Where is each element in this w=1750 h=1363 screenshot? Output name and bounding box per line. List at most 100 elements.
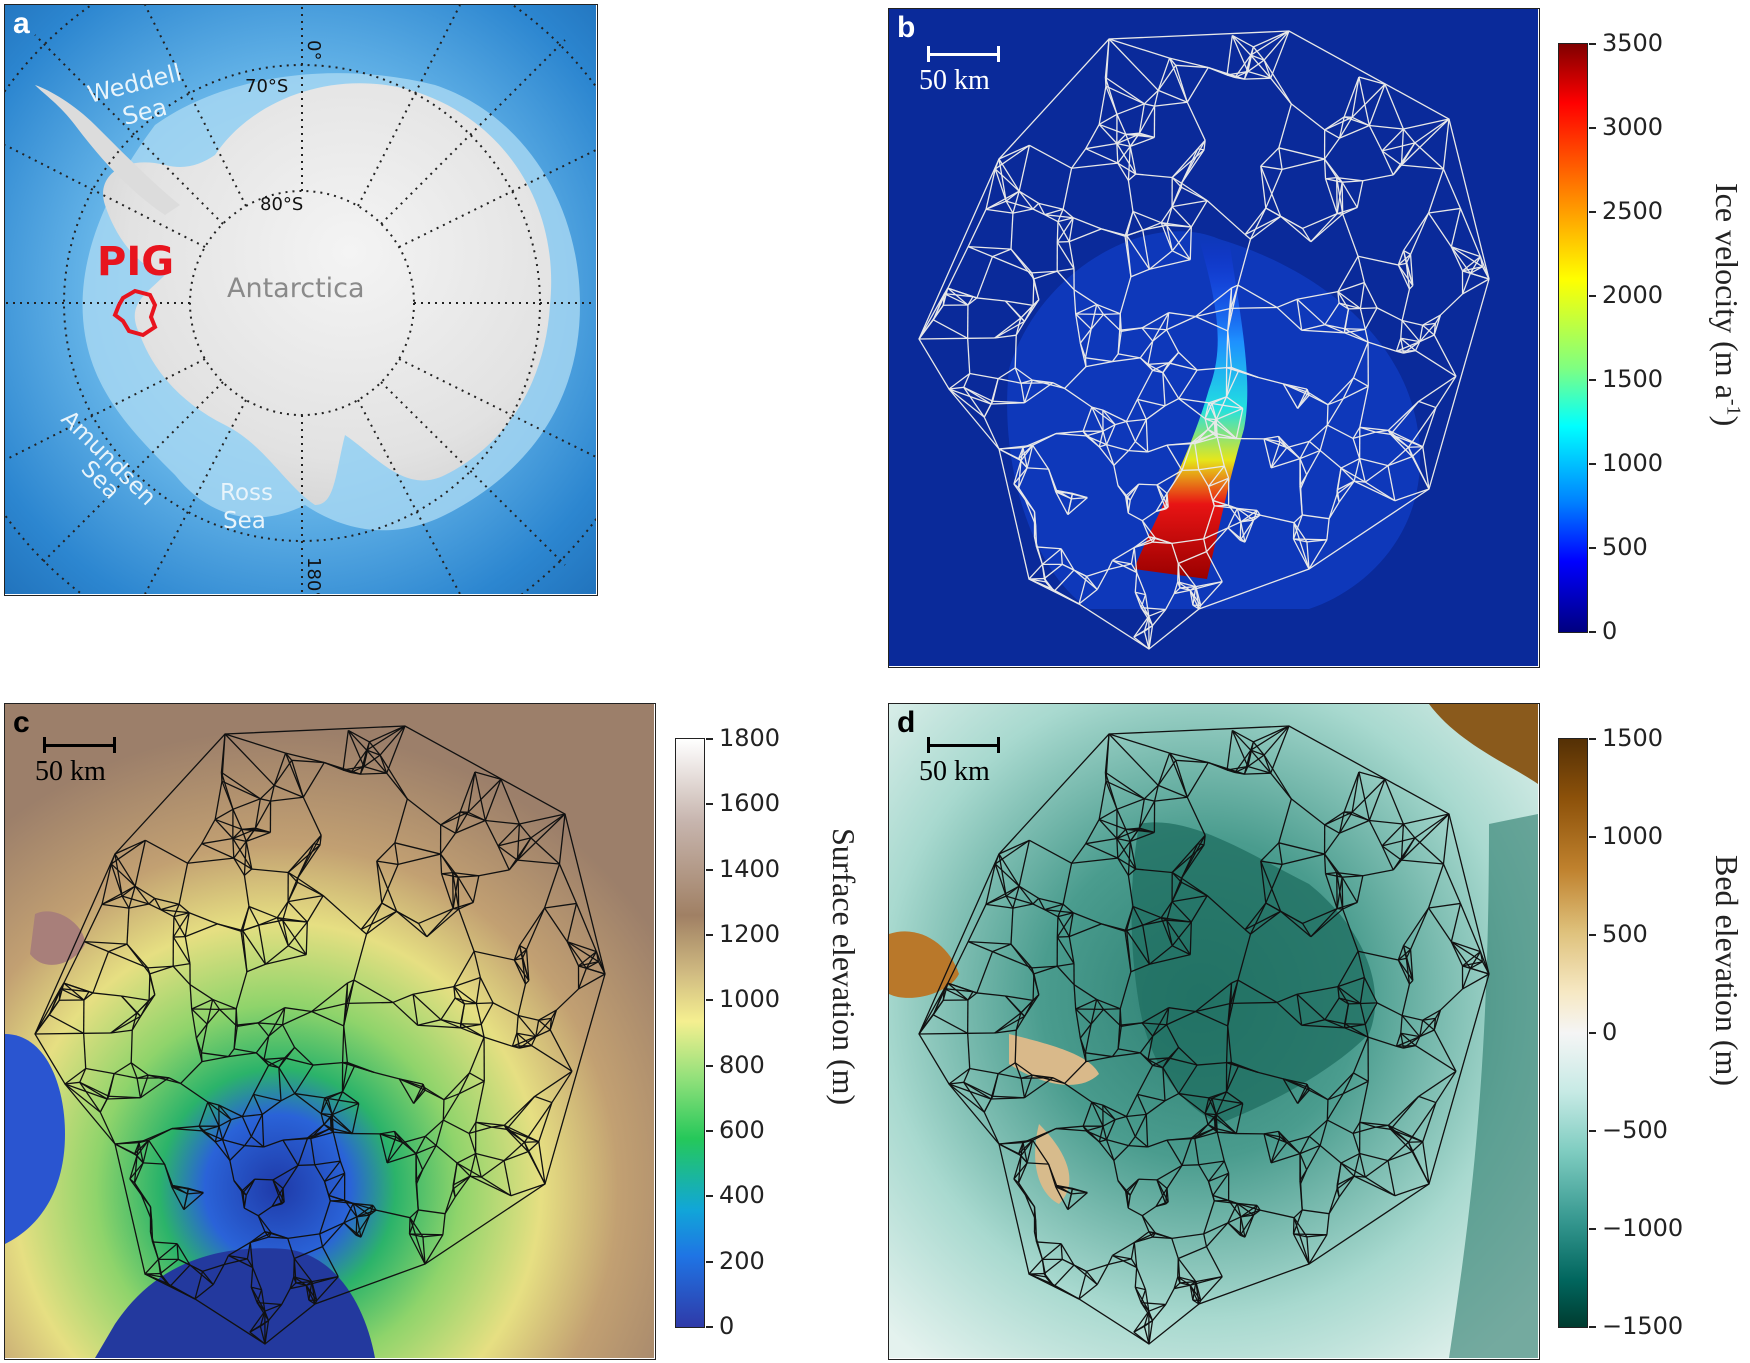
mesh-edge bbox=[1147, 1057, 1169, 1061]
mesh-edge bbox=[415, 1169, 424, 1182]
mesh-edge bbox=[1308, 1086, 1329, 1101]
mesh-edge bbox=[133, 1155, 138, 1183]
mesh-edge bbox=[1036, 546, 1062, 550]
mesh-edge bbox=[1181, 182, 1208, 202]
mesh-edge bbox=[250, 1136, 265, 1148]
mesh-edge bbox=[1062, 863, 1073, 905]
colorbar-tick-c: 400 bbox=[706, 1181, 765, 1209]
mesh-edge bbox=[1124, 496, 1129, 514]
mesh-edge bbox=[1038, 898, 1046, 910]
mesh-edge bbox=[289, 1276, 295, 1289]
mesh-edge bbox=[1152, 1024, 1168, 1037]
mesh-edge bbox=[467, 778, 502, 813]
mesh-edge bbox=[195, 1023, 208, 1039]
mesh-edge bbox=[452, 877, 459, 909]
mesh-domain-boundary bbox=[918, 30, 1490, 650]
mesh-edge bbox=[260, 1320, 269, 1327]
mesh-edge bbox=[544, 902, 577, 909]
mesh-edge bbox=[1026, 1140, 1034, 1164]
mesh-edge bbox=[341, 1025, 345, 1063]
mesh-edge bbox=[313, 1061, 343, 1066]
mesh-edge bbox=[1142, 230, 1151, 270]
mesh-edge bbox=[406, 798, 442, 826]
mesh-edge bbox=[134, 885, 150, 905]
mesh-edge bbox=[1278, 147, 1325, 160]
mesh-edge bbox=[1041, 564, 1047, 583]
mesh-edge bbox=[1227, 284, 1239, 332]
mesh-edge bbox=[1226, 1062, 1239, 1067]
mesh-edge bbox=[1337, 976, 1365, 988]
mesh-edge bbox=[1259, 1209, 1295, 1219]
mesh-edge bbox=[1401, 118, 1450, 166]
mesh-edge bbox=[1326, 404, 1329, 426]
mesh-edge bbox=[1166, 493, 1169, 507]
mesh-edge bbox=[1178, 398, 1206, 420]
mesh-edge bbox=[212, 999, 221, 1010]
mesh-edge bbox=[140, 1077, 170, 1099]
mesh-edge bbox=[1286, 440, 1310, 449]
mesh-edge bbox=[1071, 148, 1087, 169]
mesh-edge bbox=[1375, 1126, 1391, 1130]
mesh-edge bbox=[1439, 988, 1464, 1011]
mesh-edge bbox=[1103, 1008, 1121, 1026]
mesh-edge bbox=[353, 1202, 374, 1207]
mesh-edge bbox=[1143, 784, 1159, 800]
mesh-edge bbox=[1005, 200, 1014, 214]
mesh-edge bbox=[1147, 362, 1169, 366]
mesh-edge bbox=[1325, 871, 1337, 875]
mesh-edge bbox=[976, 992, 1006, 997]
mesh-edge bbox=[1127, 173, 1137, 181]
mesh-edge bbox=[1178, 1046, 1198, 1066]
mesh-edge bbox=[1130, 1242, 1135, 1259]
mesh-edge bbox=[1129, 146, 1137, 175]
mesh-edge bbox=[1075, 998, 1097, 1010]
mesh-edge bbox=[1326, 1093, 1344, 1121]
mesh-edge bbox=[160, 909, 175, 918]
mesh-edge bbox=[268, 1007, 286, 1037]
mesh-edge bbox=[1096, 304, 1105, 315]
mesh-edge bbox=[1364, 1160, 1389, 1178]
mesh-edge bbox=[1055, 432, 1087, 437]
mesh-edge bbox=[1198, 1160, 1225, 1166]
mesh-edge bbox=[1336, 480, 1355, 491]
mesh-edge bbox=[1015, 1012, 1022, 1031]
mesh-edge bbox=[1396, 341, 1420, 352]
mesh-edge bbox=[1362, 869, 1394, 877]
mesh-edge bbox=[586, 961, 599, 969]
mesh-edge bbox=[130, 1030, 133, 1063]
mesh-edge bbox=[1102, 430, 1108, 445]
mesh-edge bbox=[1400, 1015, 1403, 1034]
mesh-edge bbox=[259, 1326, 266, 1345]
mesh-edge bbox=[379, 754, 408, 800]
mesh-edge bbox=[128, 903, 150, 909]
mesh-edge bbox=[212, 998, 237, 1010]
mesh-edge bbox=[142, 1140, 150, 1164]
mesh-edge bbox=[1336, 877, 1343, 909]
mesh-edge bbox=[201, 843, 235, 859]
mesh-edge bbox=[992, 256, 1032, 274]
mesh-edge bbox=[307, 1127, 332, 1139]
mesh-edge bbox=[1141, 1205, 1157, 1217]
mesh-edge bbox=[287, 1233, 320, 1240]
mesh-edge bbox=[415, 1180, 419, 1210]
mesh-edge bbox=[1244, 207, 1267, 235]
mesh-edge bbox=[1157, 752, 1171, 786]
mesh-edge bbox=[1035, 1241, 1043, 1260]
mesh-edge bbox=[1296, 994, 1303, 1026]
mesh-edge bbox=[1296, 993, 1326, 1021]
mesh-edge bbox=[1359, 457, 1389, 467]
mesh-edge bbox=[1073, 289, 1098, 305]
mesh-edge bbox=[1032, 1074, 1065, 1085]
mesh-edge bbox=[412, 993, 442, 1021]
colorbar-tick-c: 600 bbox=[706, 1116, 765, 1144]
mesh-grid-d bbox=[918, 725, 1490, 1345]
mesh-edge bbox=[272, 1179, 285, 1203]
mesh-edge bbox=[1462, 278, 1490, 295]
mesh-edge bbox=[512, 1036, 536, 1047]
mesh-edge bbox=[1064, 366, 1087, 389]
mesh-edge bbox=[1352, 438, 1361, 459]
mesh-edge bbox=[408, 1209, 419, 1235]
mesh-edge bbox=[1112, 1254, 1132, 1260]
mesh-edge bbox=[454, 997, 477, 1005]
mesh-edge bbox=[1125, 1116, 1136, 1137]
